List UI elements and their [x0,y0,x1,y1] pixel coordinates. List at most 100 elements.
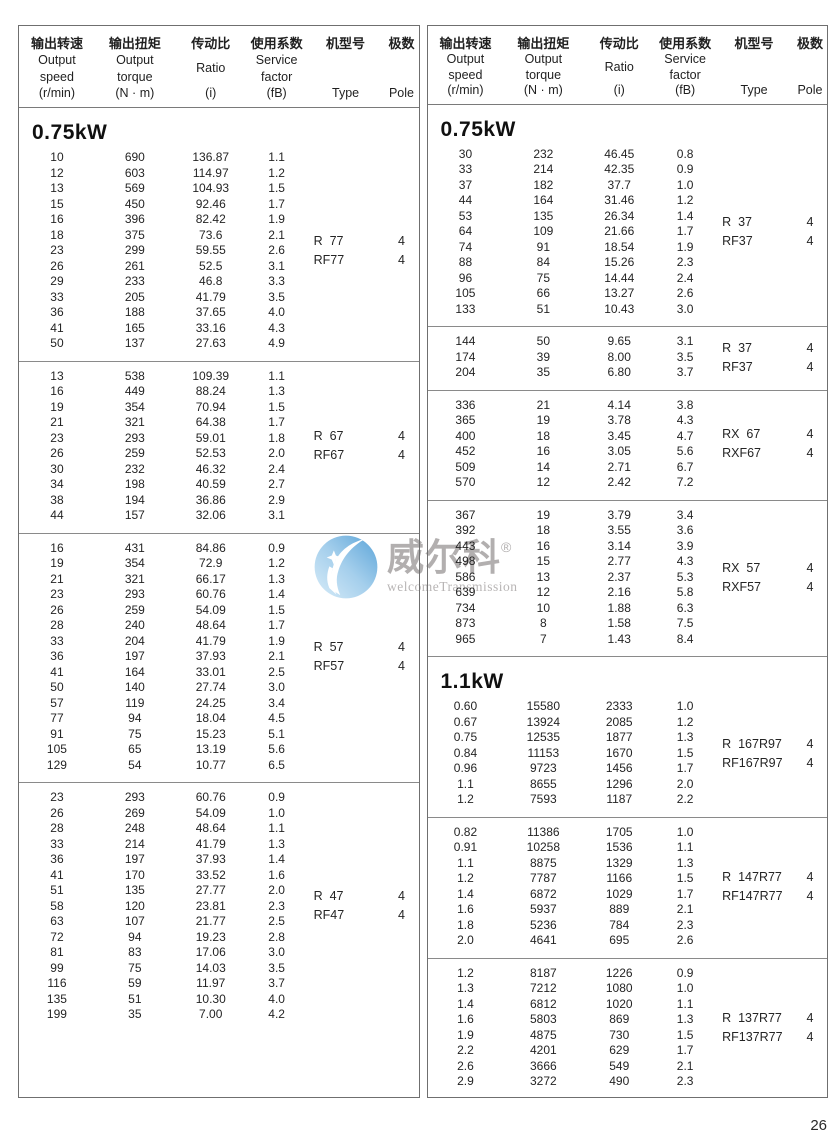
cell-output-torque: 10 [536,600,551,615]
cell-service-factor: 7.2 [676,475,694,490]
cell-output-torque: 354 [124,399,145,414]
cell-output-speed: 498 [455,554,476,569]
cell-service-factor: 4.5 [268,711,285,725]
cell-output-speed: 116 [47,976,67,990]
cell-output-speed: 2.2 [457,1043,474,1058]
cell-ratio: 54.09 [195,602,226,617]
cell-output-speed: 23 [50,790,64,804]
cell-ratio: 14.44 [604,270,635,285]
cell-output-torque: 11153 [527,745,560,760]
cell-service-factor: 2.3 [676,255,694,270]
column-header-zh: 机型号 [326,36,366,51]
pole-value: 4 [806,869,814,884]
cell-output-torque: 354 [124,556,145,570]
column-header-en: (r/min) [38,86,75,101]
column-header-en: (N · m) [115,86,155,101]
type-label: RF57 [313,658,345,673]
cell-output-torque: 91 [536,239,551,254]
cell-service-factor: 1.5 [268,181,285,195]
column-header: 输出转速 Output speed (r/min) [428,33,504,99]
cell-output-speed: 19 [50,556,64,570]
cell-output-torque: 14 [536,459,551,474]
cell-output-speed: 37 [458,177,473,192]
column-header-zh: 机型号 [734,36,774,51]
page-number: 26 [810,1117,827,1134]
cell-output-torque: 197 [124,852,145,866]
cell-output-speed: 16 [50,540,64,555]
cell-ratio: 3.45 [607,428,631,443]
column-header-en: Service [664,52,706,66]
cell-service-factor: 4.0 [268,305,285,319]
cell-service-factor: 1.9 [268,212,285,226]
cell-output-speed: 2.0 [457,933,474,948]
cell-service-factor: 1.5 [268,602,285,617]
cell-output-speed: 400 [455,428,476,443]
pole-value: 4 [398,448,405,462]
registered-trademark-icon: ® [501,539,512,555]
column-header-en: (fB) [675,83,696,98]
cell-service-factor: 2.7 [268,477,285,491]
column-header-zh: 传动比 [599,36,639,51]
cell-output-torque: 375 [124,227,145,242]
column-header: 使用系数 Service factor (fB) [247,33,307,102]
cell-ratio: 549 [609,1058,630,1073]
cell-ratio: 23.81 [195,898,226,913]
cell-output-torque: 6872 [529,886,557,901]
cell-output-torque: 259 [124,446,145,460]
cell-output-torque: 4641 [529,933,557,948]
pole-value: 4 [806,234,814,249]
cell-output-speed: 26 [50,805,64,820]
cell-output-speed: 33 [50,289,64,304]
cell-service-factor: 3.0 [268,945,285,959]
pole-value: 4 [398,252,405,267]
cell-output-speed: 639 [455,585,476,600]
cell-output-torque: 205 [124,289,145,304]
cell-ratio: 36.86 [195,492,226,507]
cell-output-torque: 54 [128,757,142,772]
cell-ratio: 136.87 [192,150,230,164]
column-header: 输出扭矩 Output torque (N · m) [503,33,583,99]
cell-output-torque: 19 [536,413,551,428]
data-grid: 367 19 3.79 3.4 392 18 3.55 3.6 443 16 3.14 3.9 498 1… [428,508,828,648]
table-block: 16 431 84.86 0.9 19 354 72.9 1.2 21 321 66.17 1.3 23… [19,534,419,783]
cell-output-torque: 204 [124,633,145,648]
cell-output-speed: 13 [50,181,64,195]
cell-service-factor: 3.1 [268,258,285,273]
cell-output-speed: 38 [50,492,64,507]
cell-ratio: 41.79 [195,633,226,648]
cell-ratio: 59.01 [195,430,226,445]
type-labels: R 77 RF77 [307,150,385,352]
cell-output-torque: 18 [536,523,551,538]
cell-ratio: 14.03 [195,960,226,975]
cell-output-torque: 5236 [529,917,557,932]
cell-service-factor: 2.4 [676,270,694,285]
data-grid: 1.2 8187 1226 0.9 1.3 7212 1080 1.0 1.4 6812 1020 1… [428,966,828,1090]
table-block: 144 50 9.65 3.1 174 39 8.00 3.5 204 35 6.80 3.7 R 37… [427,327,827,391]
cell-service-factor: 2.9 [268,492,285,507]
column-header-en: (r/min) [447,83,484,98]
cell-output-speed: 452 [455,444,476,459]
pole-value: 4 [398,908,405,923]
type-label: RF137R77 [722,1029,783,1044]
column-header-row: 输出转速 Output speed (r/min) 输出扭矩 Output torque (N… [19,26,419,108]
table-block: 1.1kW 0.60 15580 2333 1.0 0.67 13924 2085 1.2 0.7… [427,657,827,818]
power-section-heading: 0.75kW [440,117,516,141]
cell-ratio: 2.16 [607,585,631,600]
cell-ratio: 1.58 [607,616,631,631]
cell-ratio: 3.55 [607,523,631,538]
cell-service-factor: 1.5 [268,399,285,414]
cell-ratio: 1456 [605,761,633,776]
cell-output-torque: 15580 [526,699,561,714]
cell-ratio: 37.93 [195,649,226,663]
pole-value: 4 [806,888,814,903]
cell-output-torque: 16 [536,538,551,553]
pole-value: 4 [398,889,405,904]
cell-output-speed: 53 [458,208,473,223]
column-header: 输出扭矩 Output torque (N · m) [95,33,175,102]
cell-output-torque: 7787 [529,871,557,886]
cell-output-speed: 58 [50,898,64,913]
cell-ratio: 2.42 [607,475,631,490]
cell-service-factor: 1.1 [676,840,694,855]
cell-output-torque: 15 [536,554,551,569]
